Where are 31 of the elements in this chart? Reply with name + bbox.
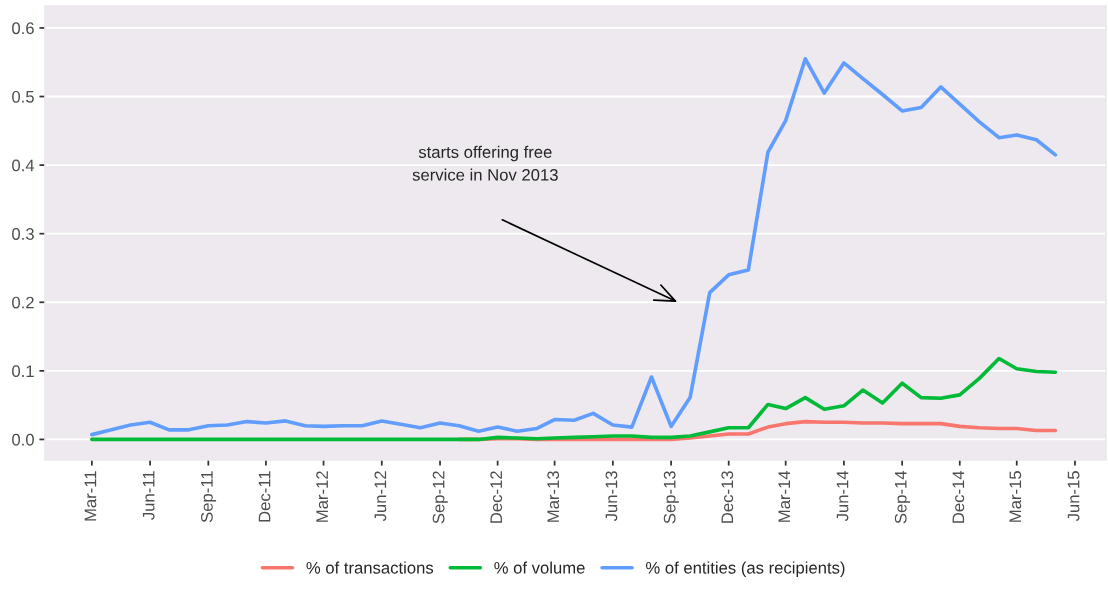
y-tick-label: 0.5 [12,90,34,103]
x-tick-label: Sep-11 [201,471,217,523]
y-tick-label: 0.3 [12,228,34,240]
line-series [90,356,1058,442]
y-tick-label: 0.6 [12,22,34,35]
x-tick-label: Dec-13 [721,471,734,523]
x-tick-label: Mar-15 [1009,471,1022,522]
x-tick-label: Mar-13 [547,471,560,522]
x-tick-label: Mar-11 [84,471,97,521]
x-tick-label: Mar-14 [778,470,791,522]
x-tick-label: Sep-14 [894,470,910,524]
x-tick-label: Jun-11 [142,471,155,520]
y-tick-label: 0.0 [12,433,34,446]
x-tick-label: Sep-13 [663,471,679,524]
x-tick-label: Dec-12 [490,471,503,523]
x-tick-label: Dec-11 [258,471,271,522]
y-tick-label: 0.2 [12,296,34,309]
x-tick-label: Jun-13 [605,471,618,522]
legend-label: % of entities (as recipients) [645,561,845,577]
x-tick-label: Mar-12 [316,471,329,522]
annotation: starts offering free service in Nov 2013 [412,145,558,181]
x-tick-label: Jun-14 [836,470,849,522]
legend-label: % of transactions [306,561,434,574]
x-tick-label: Jun-12 [374,471,387,522]
x-tick-label: Jun-15 [1067,471,1080,522]
legend-label: % of volume [494,561,585,574]
line-series [90,57,1058,437]
y-tick-label: 0.4 [12,159,35,172]
x-tick-label: Sep-12 [432,471,448,524]
x-tick-label: Dec-14 [952,470,965,523]
y-tick-label: 0.1 [12,365,34,378]
